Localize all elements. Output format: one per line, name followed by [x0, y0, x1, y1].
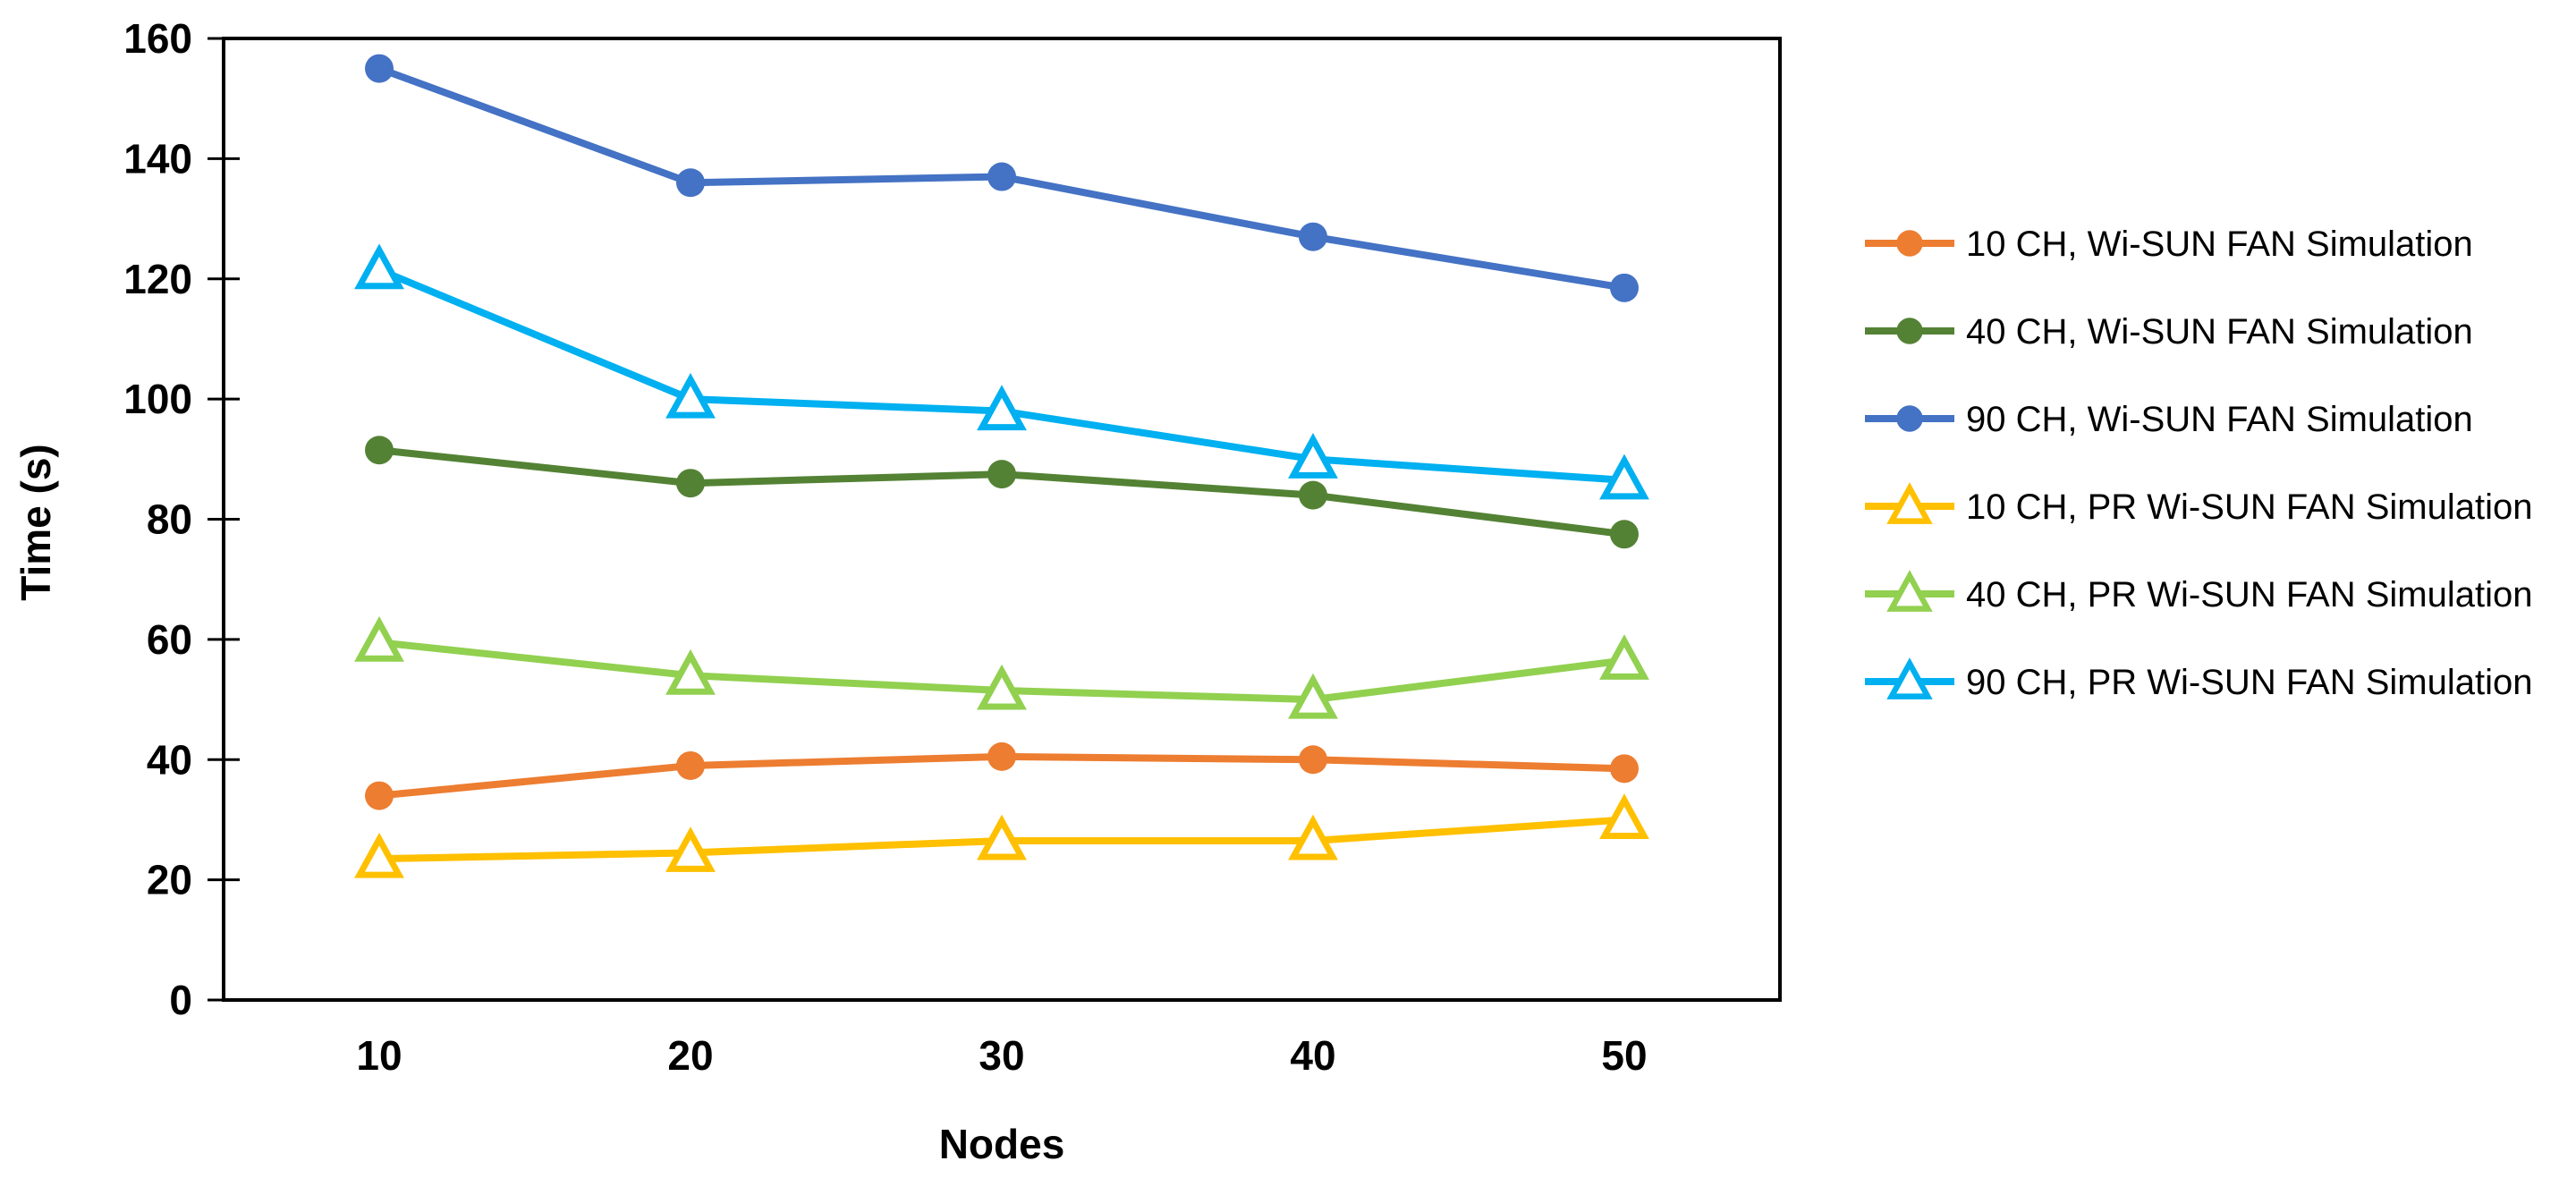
data-point-marker [1299, 745, 1327, 775]
data-point-marker [1299, 480, 1327, 510]
y-axis-title: Time (s) [13, 444, 59, 601]
data-point-marker [665, 648, 716, 695]
data-point-marker [365, 436, 394, 465]
legend-label: 10 CH, Wi-SUN FAN Simulation [1966, 225, 2473, 264]
data-point-marker [987, 162, 1016, 191]
data-point-marker [987, 460, 1016, 489]
data-point-marker [676, 168, 705, 198]
y-tick-label: 0 [169, 977, 192, 1023]
data-point-marker [987, 742, 1016, 771]
data-point-marker [1610, 273, 1639, 302]
data-point-marker [1886, 657, 1933, 699]
data-point-marker [354, 243, 404, 290]
data-point-marker [665, 372, 716, 419]
data-point-marker [977, 664, 1027, 710]
data-point-marker [977, 814, 1027, 860]
data-point-marker [1610, 520, 1639, 549]
y-tick-label: 20 [147, 857, 192, 903]
y-tick-label: 120 [123, 256, 192, 302]
data-point-marker [1610, 754, 1639, 784]
data-point-marker [977, 385, 1027, 431]
x-tick-label: 20 [667, 1032, 713, 1079]
x-tick-label: 30 [979, 1032, 1024, 1079]
data-point-marker [1896, 230, 1923, 257]
x-axis-title: Nodes [938, 1121, 1065, 1167]
data-point-marker [1288, 814, 1338, 860]
y-tick-label: 40 [147, 736, 192, 783]
data-point-marker [365, 781, 394, 810]
legend-label: 90 CH, PR Wi-SUN FAN Simulation [1966, 663, 2532, 702]
data-point-marker [676, 750, 705, 780]
data-point-marker [676, 469, 705, 498]
data-point-marker [365, 54, 394, 83]
data-point-marker [1886, 482, 1933, 524]
legend-label: 10 CH, PR Wi-SUN FAN Simulation [1966, 487, 2532, 527]
y-tick-label: 80 [147, 496, 192, 543]
data-point-marker [1896, 405, 1923, 432]
data-point-marker [1599, 453, 1649, 500]
data-point-marker [1896, 318, 1923, 344]
series-line-5 [376, 266, 1628, 484]
data-point-marker [1599, 634, 1649, 680]
data-point-marker [665, 826, 716, 872]
x-tick-label: 40 [1290, 1032, 1335, 1079]
legend-label: 90 CH, Wi-SUN FAN Simulation [1966, 400, 2473, 439]
y-tick-label: 60 [147, 616, 192, 663]
data-point-marker [354, 832, 404, 878]
data-point-marker [1288, 673, 1338, 719]
data-point-marker [1299, 222, 1327, 251]
data-point-marker [1886, 570, 1933, 612]
y-tick-label: 140 [123, 135, 192, 182]
data-point-marker [354, 615, 404, 662]
data-point-marker [1288, 433, 1338, 479]
legend-label: 40 CH, Wi-SUN FAN Simulation [1966, 312, 2473, 352]
legend-label: 40 CH, PR Wi-SUN FAN Simulation [1966, 575, 2532, 614]
x-tick-label: 10 [356, 1032, 402, 1079]
x-tick-label: 50 [1601, 1032, 1647, 1079]
y-tick-label: 100 [123, 376, 192, 422]
y-tick-label: 160 [123, 15, 192, 62]
data-point-marker [1599, 793, 1649, 839]
